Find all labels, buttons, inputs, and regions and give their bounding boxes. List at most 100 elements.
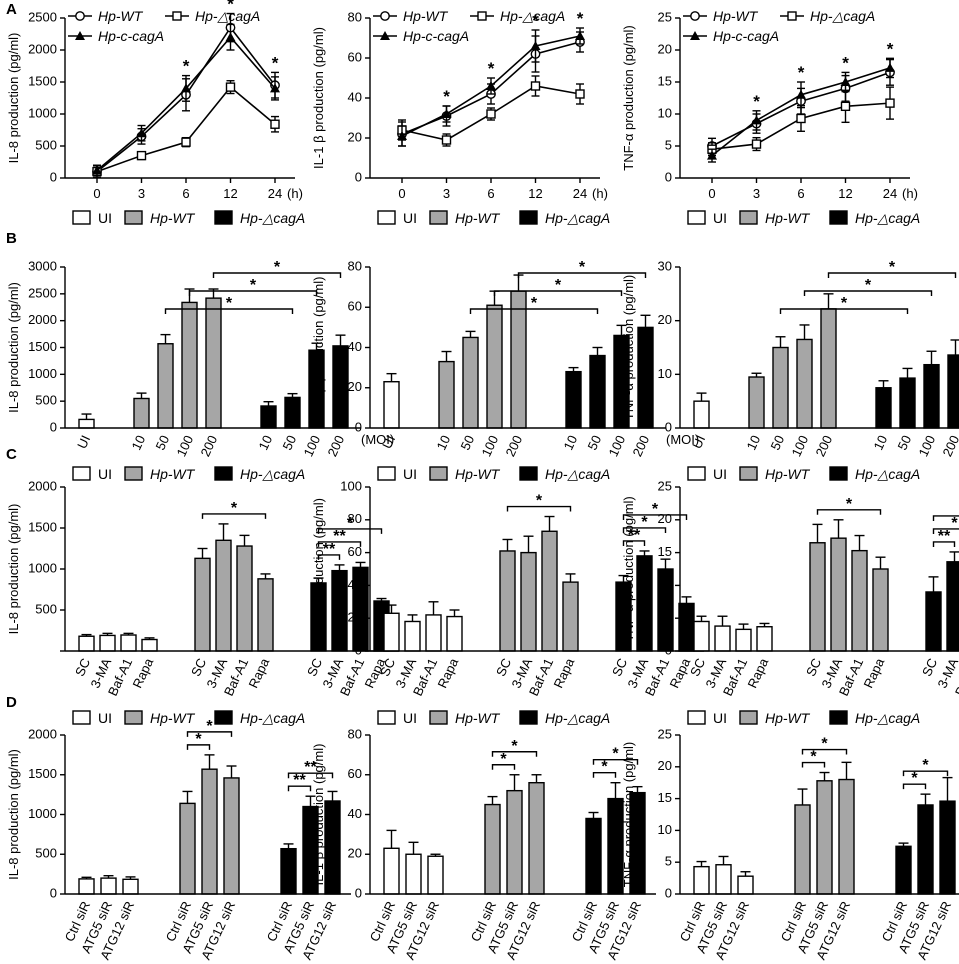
x-tick-label: SC [72, 656, 93, 679]
y-tick-label: 0 [355, 169, 362, 184]
bar [875, 387, 892, 429]
x-unit-label: (h) [592, 186, 608, 201]
bar [946, 561, 959, 652]
legend-item: UI [72, 210, 112, 226]
x-tick-label: SC [188, 656, 209, 679]
legend-item: Hp-△cagA [165, 8, 260, 24]
bar [693, 865, 710, 895]
significance-star: * [641, 514, 648, 531]
data-point [225, 32, 236, 42]
y-tick-label: 2000 [28, 726, 57, 741]
bar [201, 768, 218, 895]
legend-label: Hp-△cagA [240, 210, 305, 226]
legend-label: Hp-△cagA [855, 710, 920, 726]
data-point [181, 83, 191, 93]
legend-swatch [687, 466, 706, 481]
y-tick-label: 1000 [28, 105, 57, 120]
x-tick-label: 50 [458, 433, 478, 452]
legend-label: Hp-WT [150, 710, 196, 726]
x-tick-label: SC [687, 656, 708, 679]
legend-label: Hp-WT [403, 8, 449, 24]
legend-label: Hp-WT [455, 710, 501, 726]
legend-swatch [214, 710, 233, 725]
legend-item: Hp-△cagA [470, 8, 565, 24]
x-tick-label: 200 [197, 433, 220, 459]
significance-bracket: * [188, 277, 318, 296]
significance-bracket: * [164, 295, 294, 314]
x-tick-label: 200 [324, 433, 347, 459]
y-tick-label: 1000 [28, 560, 57, 575]
significance-star: * [227, 0, 234, 14]
bracket-line [827, 272, 957, 278]
bar [257, 578, 274, 652]
legend-item: Hp-WT [739, 210, 811, 226]
y-tick-label: 0 [355, 419, 362, 434]
x-tick-label: SC [493, 656, 514, 679]
significance-star: ** [333, 528, 346, 545]
legend-item: Hp-△cagA [519, 710, 610, 726]
y-tick-label: 20 [658, 312, 672, 327]
y-tick-label: 80 [348, 9, 362, 24]
y-tick-label: 1500 [28, 339, 57, 354]
bar [541, 530, 558, 652]
bar [565, 370, 582, 429]
bar [714, 625, 731, 652]
data-point [486, 81, 496, 90]
bar [236, 545, 253, 652]
significance-bracket: * [932, 515, 959, 534]
y-tick-label: 3000 [28, 258, 57, 273]
y-tick-label: 0 [665, 419, 672, 434]
x-unit-label: (MOI) [361, 432, 394, 447]
bracket-line [902, 783, 927, 790]
x-tick-label: SC [377, 656, 398, 679]
bar [324, 800, 341, 895]
bracket-line [592, 772, 617, 778]
legend-item: UI [377, 710, 417, 726]
significance-star: * [911, 770, 918, 787]
legend-item: UI [72, 466, 112, 482]
y-tick-label: 5 [665, 137, 672, 152]
x-tick-label: 12 [528, 186, 542, 201]
x-tick-label: Rapa [245, 655, 272, 690]
significance-star: ** [938, 528, 951, 545]
bar [78, 878, 95, 895]
significance-star: * [821, 736, 828, 753]
bracket-line [188, 290, 318, 296]
x-tick-label: 200 [812, 433, 835, 459]
bar [446, 615, 463, 652]
bracket-line [803, 290, 933, 296]
series-triangle [397, 27, 585, 147]
panel-letter: A [6, 1, 17, 18]
y-tick-label: 500 [35, 846, 57, 861]
bar [133, 397, 150, 429]
bracket-line [816, 509, 882, 515]
x-tick-label: 0 [93, 186, 100, 201]
bar [194, 557, 211, 652]
significance-star: * [206, 718, 213, 735]
y-axis-title: TNF-α production (pg/ml) [621, 496, 636, 642]
significance-bracket: * [902, 757, 949, 777]
y-axis-title: IL-1 β production (pg/ml) [311, 498, 326, 640]
bar [756, 626, 773, 652]
bar [528, 782, 545, 895]
y-tick-label: 0 [355, 885, 362, 900]
line-chart-A-TNF: 0 5 10 15 20 25 TNF-α production (pg/ml) 0 3 6 12 2… [621, 8, 918, 201]
legend-item: Hp-c-cagA [683, 28, 779, 44]
bracket-line [622, 527, 667, 533]
bar [520, 551, 537, 652]
y-tick-label: 0 [665, 642, 672, 657]
significance-bracket: ** [932, 528, 956, 547]
legend-label: Hp-△cagA [545, 710, 610, 726]
legend-swatch [124, 466, 143, 481]
significance-bracket: * [827, 259, 957, 278]
legend-label: Hp-WT [150, 466, 196, 482]
significance-star: * [555, 277, 562, 294]
x-tick-label: 24 [268, 186, 282, 201]
significance-star: * [798, 63, 805, 82]
legend-swatch [829, 710, 848, 725]
significance-bracket: * [212, 259, 342, 278]
significance-bracket: * [801, 749, 826, 768]
legend-label: Hp-△cagA [545, 210, 610, 226]
